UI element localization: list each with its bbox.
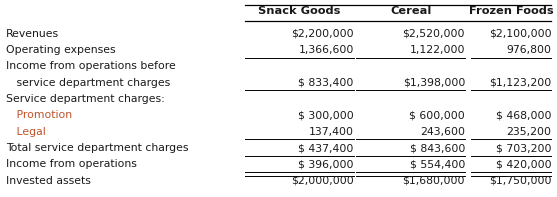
Text: Cereal: Cereal <box>390 6 432 16</box>
Text: 243,600: 243,600 <box>420 127 465 137</box>
Text: $2,200,000: $2,200,000 <box>291 29 354 39</box>
Text: $ 600,000: $ 600,000 <box>409 110 465 120</box>
Text: $2,100,000: $2,100,000 <box>489 29 551 39</box>
Text: Income from operations before: Income from operations before <box>6 61 175 71</box>
Text: $2,520,000: $2,520,000 <box>403 29 465 39</box>
Text: $2,000,000: $2,000,000 <box>291 176 354 186</box>
Text: $ 300,000: $ 300,000 <box>298 110 354 120</box>
Text: Invested assets: Invested assets <box>6 176 90 186</box>
Text: 1,122,000: 1,122,000 <box>409 45 465 55</box>
Text: Promotion: Promotion <box>6 110 72 120</box>
Text: $ 437,400: $ 437,400 <box>299 143 354 153</box>
Text: service department charges: service department charges <box>6 78 170 88</box>
Text: 137,400: 137,400 <box>309 127 354 137</box>
Text: 1,366,600: 1,366,600 <box>299 45 354 55</box>
Text: Legal: Legal <box>6 127 45 137</box>
Text: $ 420,000: $ 420,000 <box>496 159 551 169</box>
Text: 976,800: 976,800 <box>506 45 551 55</box>
Text: Service department charges:: Service department charges: <box>6 94 164 104</box>
Text: $1,123,200: $1,123,200 <box>489 78 551 88</box>
Text: $ 833,400: $ 833,400 <box>299 78 354 88</box>
Text: Total service department charges: Total service department charges <box>6 143 188 153</box>
Text: $ 554,400: $ 554,400 <box>410 159 465 169</box>
Text: $ 843,600: $ 843,600 <box>410 143 465 153</box>
Text: Frozen Foods: Frozen Foods <box>469 6 553 16</box>
Text: $ 468,000: $ 468,000 <box>496 110 551 120</box>
Text: Snack Goods: Snack Goods <box>258 6 340 16</box>
Text: $ 396,000: $ 396,000 <box>298 159 354 169</box>
Text: $ 703,200: $ 703,200 <box>496 143 551 153</box>
Text: Revenues: Revenues <box>6 29 58 39</box>
Text: $1,680,000: $1,680,000 <box>403 176 465 186</box>
Text: 235,200: 235,200 <box>506 127 551 137</box>
Text: $1,398,000: $1,398,000 <box>403 78 465 88</box>
Text: Operating expenses: Operating expenses <box>6 45 115 55</box>
Text: Income from operations: Income from operations <box>6 159 136 169</box>
Text: $1,750,000: $1,750,000 <box>489 176 551 186</box>
